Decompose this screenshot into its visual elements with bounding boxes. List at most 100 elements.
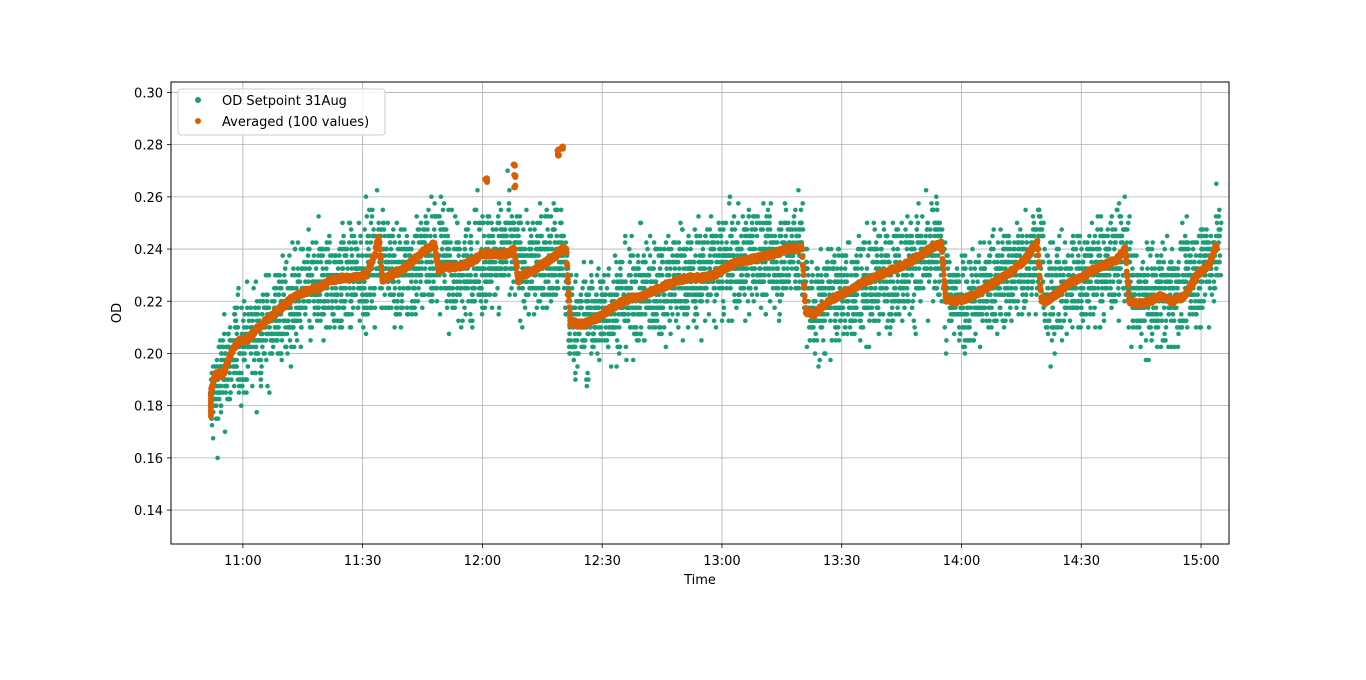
- data-point: [1062, 240, 1068, 245]
- data-point: [366, 233, 372, 239]
- data-point: [667, 318, 672, 324]
- data-point: [1114, 207, 1120, 213]
- data-point: [767, 227, 773, 232]
- data-point: [855, 259, 860, 265]
- data-point: [1113, 299, 1119, 304]
- data-point: [325, 299, 331, 304]
- data-point: [368, 240, 374, 245]
- data-point: [694, 312, 700, 317]
- data-point: [379, 285, 385, 291]
- data-point: [372, 285, 378, 291]
- data-point: [516, 233, 521, 239]
- data-point: [877, 233, 883, 239]
- data-point: [1116, 285, 1121, 291]
- data-point: [589, 279, 595, 285]
- data-point: [614, 272, 620, 278]
- data-point: [1107, 240, 1113, 245]
- data-point: [1071, 240, 1076, 245]
- data-point: [456, 318, 461, 324]
- data-point: [529, 279, 535, 285]
- data-point: [245, 305, 250, 311]
- data-point: [424, 233, 430, 239]
- data-point: [409, 246, 414, 252]
- data-point: [647, 253, 653, 258]
- data-point: [236, 285, 241, 291]
- data-point: [532, 292, 538, 298]
- data-point: [605, 344, 611, 350]
- data-point: [413, 312, 419, 317]
- data-point: [220, 338, 226, 343]
- data-point: [1023, 207, 1028, 213]
- data-point: [1185, 325, 1190, 330]
- data-point: [633, 279, 639, 285]
- data-point: [623, 344, 629, 350]
- data-point: [643, 259, 648, 265]
- data-point: [228, 390, 233, 395]
- data-point: [270, 344, 276, 350]
- data-point: [694, 325, 699, 330]
- data-point: [339, 259, 344, 265]
- data-point: [753, 227, 758, 232]
- data-point: [489, 272, 494, 278]
- data-point: [813, 331, 818, 337]
- data-point: [1150, 240, 1155, 245]
- data-point: [290, 325, 296, 330]
- data-point: [763, 312, 769, 317]
- data-point: [439, 246, 445, 252]
- data-point: [394, 299, 400, 304]
- data-point: [563, 305, 568, 311]
- data-point: [912, 246, 917, 252]
- data-point: [548, 214, 554, 219]
- data-point: [992, 312, 998, 317]
- data-point: [437, 312, 443, 317]
- data-point: [1045, 331, 1051, 337]
- data-point: [642, 338, 647, 343]
- data-point: [1097, 253, 1103, 258]
- data-point: [432, 201, 437, 206]
- data-point: [307, 299, 312, 304]
- data-point: [990, 233, 995, 239]
- data-point: [419, 259, 425, 265]
- data-point: [454, 285, 460, 291]
- data-point: [335, 292, 340, 298]
- data-point: [534, 305, 540, 311]
- data-point: [480, 214, 485, 219]
- data-point: [835, 266, 840, 271]
- data-point: [770, 285, 776, 291]
- data-point: [967, 318, 972, 324]
- data-point: [590, 285, 595, 291]
- data-point: [763, 259, 768, 265]
- data-point: [918, 279, 924, 285]
- data-point: [494, 227, 499, 232]
- data-point: [701, 259, 706, 265]
- data-point: [617, 325, 622, 330]
- data-point: [303, 279, 308, 285]
- data-point: [1014, 305, 1019, 311]
- data-point: [919, 233, 924, 239]
- data-point: [900, 233, 905, 239]
- data-point: [1038, 214, 1043, 219]
- data-point: [589, 272, 594, 278]
- data-point: [611, 279, 616, 285]
- data-point: [541, 285, 546, 291]
- data-point: [686, 233, 691, 239]
- data-point: [426, 207, 431, 213]
- data-point: [696, 240, 702, 245]
- data-point: [282, 266, 288, 271]
- data-point: [372, 305, 378, 311]
- data-point: [702, 266, 708, 271]
- data-point: [594, 272, 600, 278]
- data-point: [634, 325, 639, 330]
- data-point: [506, 207, 512, 213]
- data-point: [783, 207, 789, 213]
- data-point: [544, 207, 549, 213]
- data-point: [1200, 279, 1205, 285]
- data-point: [1155, 325, 1161, 330]
- data-point: [831, 266, 836, 271]
- data-point: [1019, 233, 1025, 239]
- data-point: [645, 246, 650, 252]
- data-point: [987, 318, 992, 324]
- data-point: [507, 292, 512, 298]
- data-point: [908, 220, 914, 226]
- data-point: [963, 266, 968, 271]
